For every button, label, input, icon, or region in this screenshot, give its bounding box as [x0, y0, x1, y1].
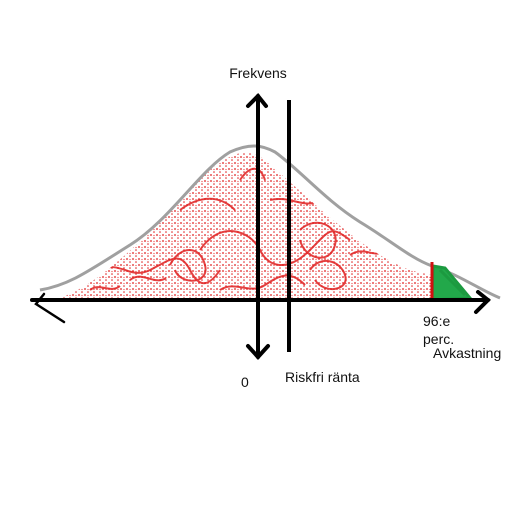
y-axis-label: Frekvens: [229, 65, 287, 81]
percentile-label: 96:e: [423, 313, 450, 329]
x-axis-label: Avkastning: [433, 345, 501, 361]
distribution-fill: [60, 152, 432, 300]
risk-free-label: Riskfri ränta: [285, 369, 360, 385]
percentile-label: perc.: [423, 331, 454, 347]
y-axis: [246, 93, 270, 360]
tail-area: [430, 264, 474, 302]
zero-label: 0: [241, 374, 249, 390]
